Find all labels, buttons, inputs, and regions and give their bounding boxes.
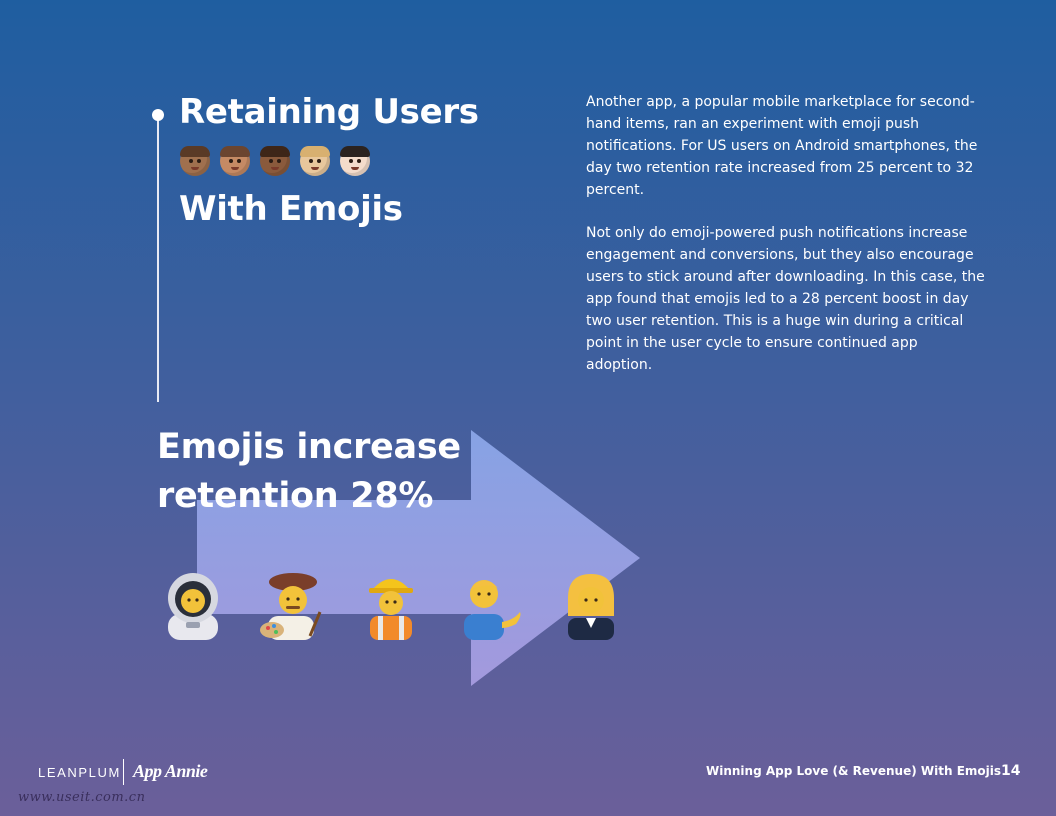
stat-line-1: Emojis increase	[157, 427, 461, 467]
astronaut-icon	[168, 573, 218, 640]
construction-worker-icon	[369, 579, 413, 640]
artist-icon	[260, 573, 322, 640]
office-worker-icon	[568, 574, 614, 640]
woman-medium-skin-face-icon	[220, 146, 250, 176]
stat-line-2: retention 28%	[157, 476, 434, 516]
timeline-dot	[152, 109, 164, 121]
man-medium-dark-skin-face-icon	[180, 146, 210, 176]
body-paragraph-1: Another app, a popular mobile marketplac…	[586, 94, 978, 198]
timeline-line	[157, 115, 159, 402]
app-annie-logo: App Annie	[133, 761, 208, 781]
man-tipping-hand-icon	[464, 580, 521, 640]
leanplum-logo: LEANPLUM	[38, 765, 121, 780]
man-light-skin-blond-face-icon	[300, 146, 330, 176]
footer-divider	[123, 759, 124, 785]
woman-light-skin-face-icon	[340, 146, 370, 176]
body-paragraph-2: Not only do emoji-powered push notificat…	[586, 225, 985, 373]
woman-dark-skin-face-icon	[260, 146, 290, 176]
page-number: 14	[1001, 763, 1021, 779]
emoji-faces-row	[180, 146, 370, 176]
watermark: www.useit.com.cn	[18, 790, 146, 805]
heading-line-2: With Emojis	[179, 189, 403, 229]
heading-line-1: Retaining Users	[179, 92, 479, 132]
footer-document-title: Winning App Love (& Revenue) With Emojis	[706, 764, 1002, 778]
